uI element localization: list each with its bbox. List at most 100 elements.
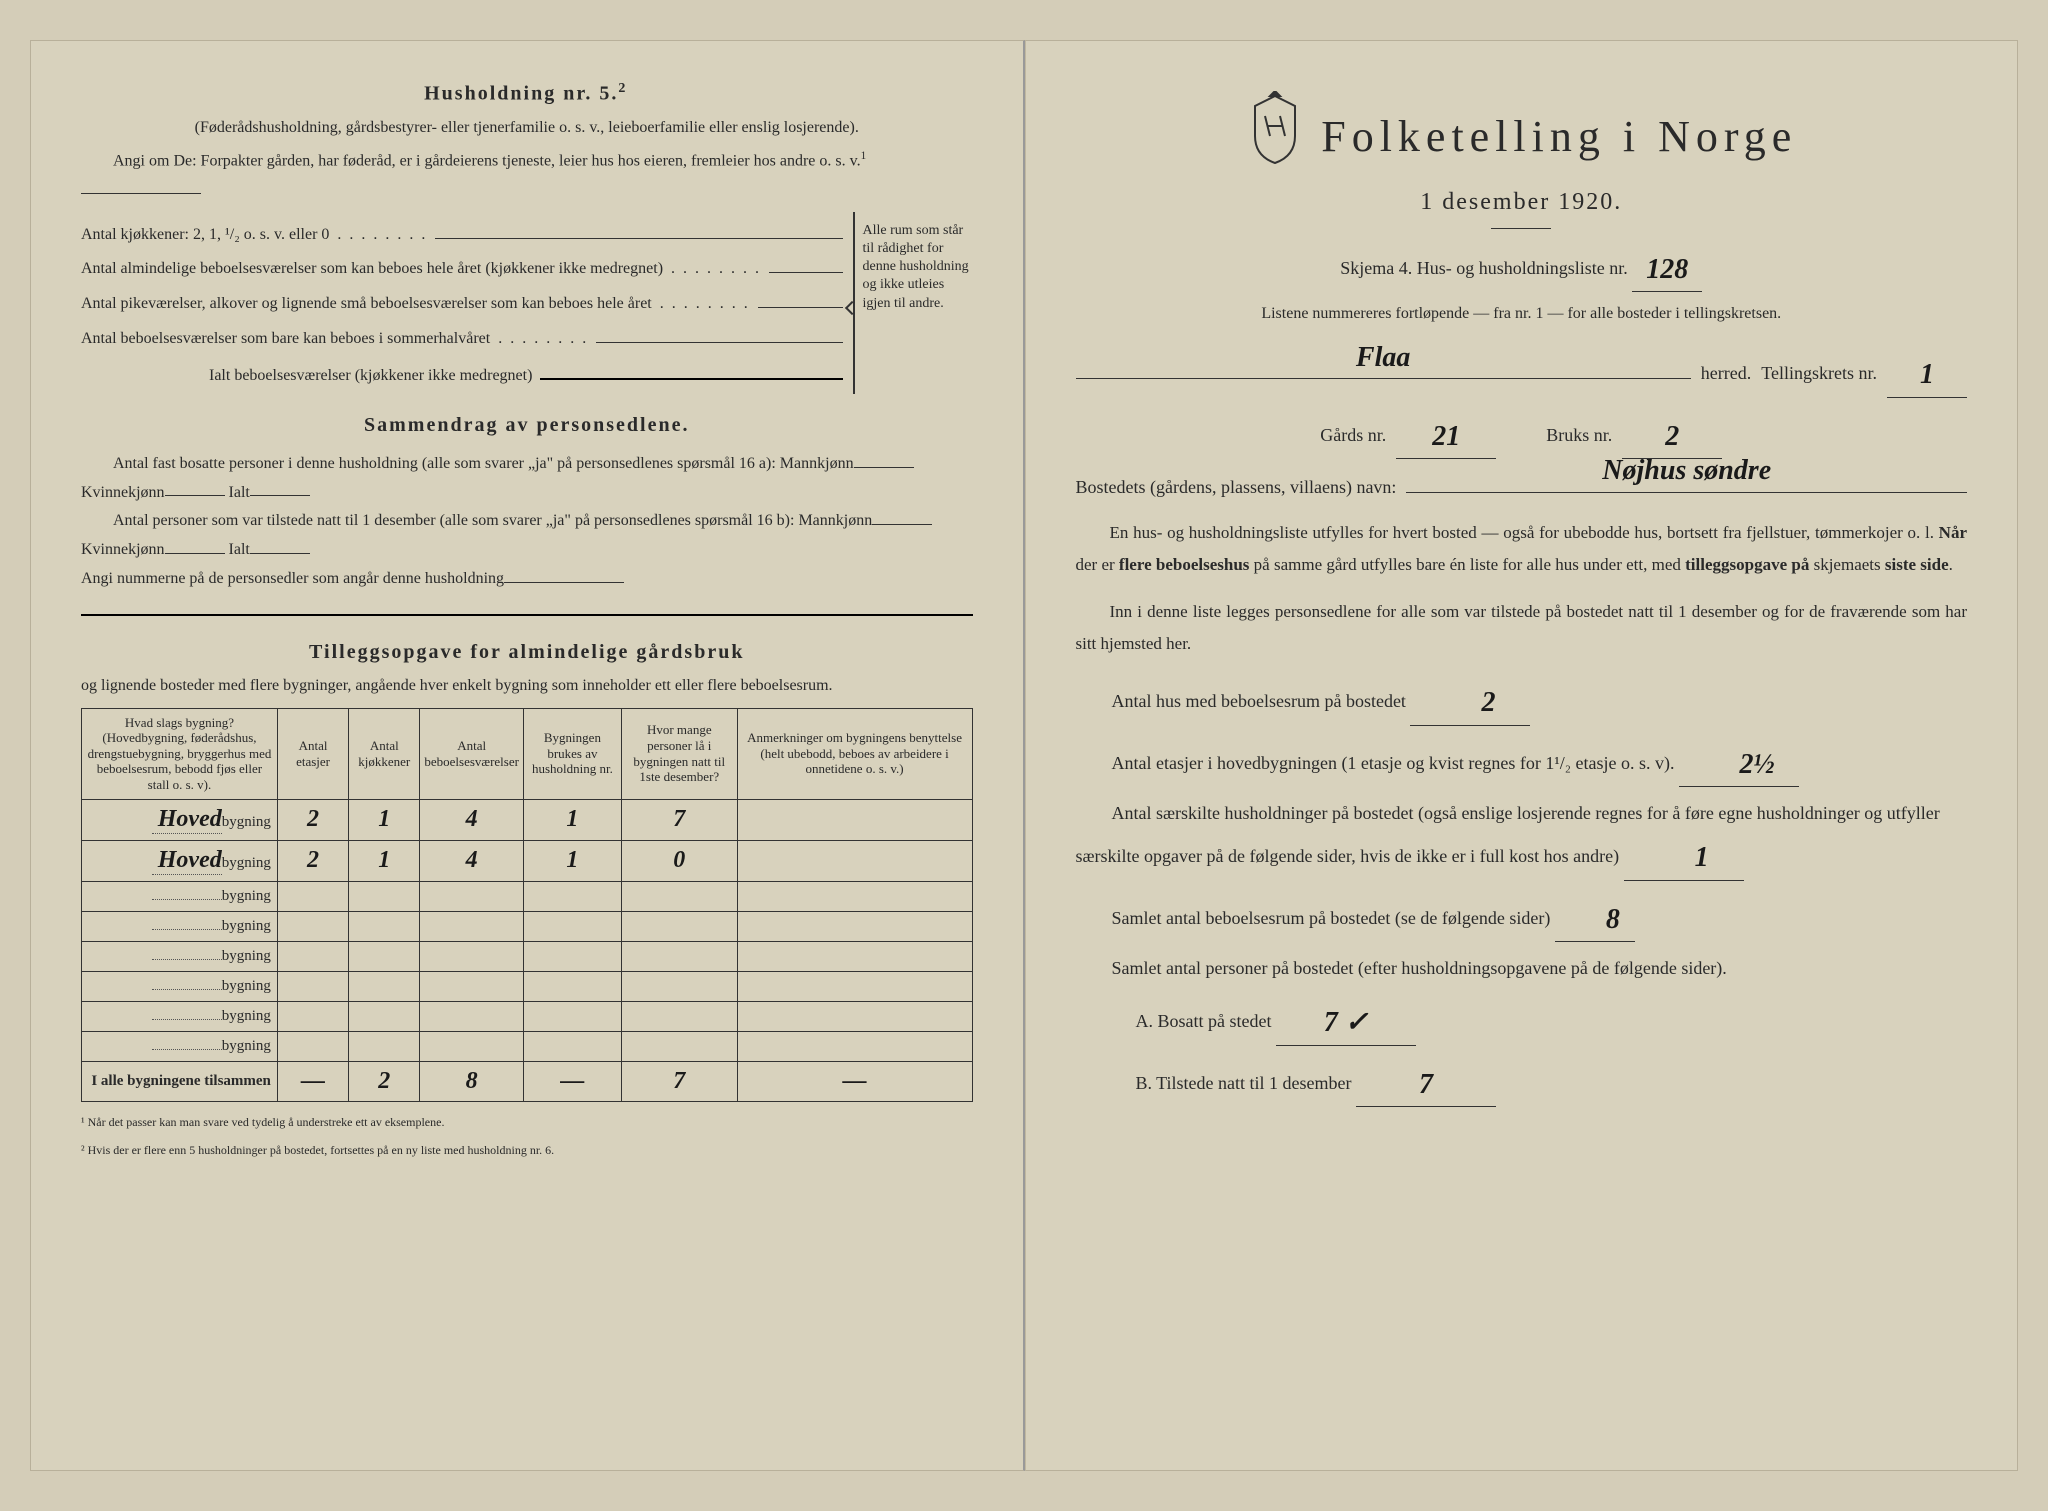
- table-cell: [621, 941, 737, 971]
- bosted-label: Bostedets (gårdens, plassens, villaens) …: [1076, 471, 1397, 503]
- q3-value: 1: [1695, 842, 1709, 873]
- schema-prefix: Skjema 4. Hus- og husholdningsliste nr.: [1340, 258, 1628, 278]
- table-cell: 2: [277, 799, 348, 840]
- summary-q2b-text: Kvinnekjønn: [81, 541, 165, 558]
- table-row: Hovedbygning21410: [82, 840, 973, 881]
- table-cell: [420, 1031, 524, 1061]
- qB-label: B. Tilstede natt til 1 desember: [1136, 1073, 1352, 1093]
- table-row: bygning: [82, 911, 973, 941]
- q4-value: 8: [1606, 904, 1620, 935]
- q2: Antal etasjer i hovedbygningen (1 etasje…: [1076, 736, 1968, 787]
- brace-note: Alle rum som står til rådighet for denne…: [853, 212, 973, 394]
- footnote-2: ² Hvis der er flere enn 5 husholdninger …: [81, 1142, 973, 1159]
- building-name-cell: Hovedbygning: [82, 840, 278, 881]
- body-1: En hus- og husholdningsliste utfylles fo…: [1076, 517, 1968, 582]
- total-1: 2: [349, 1061, 420, 1101]
- building-prefix: Hoved: [152, 847, 222, 875]
- table-cell: 1: [523, 840, 621, 881]
- qA-label: A. Bosatt på stedet: [1136, 1011, 1272, 1031]
- table-cell: [737, 971, 972, 1001]
- gards-label: Gårds nr.: [1320, 419, 1386, 451]
- building-suffix: bygning: [222, 948, 271, 964]
- table-cell: [349, 911, 420, 941]
- totals-label: I alle bygningene tilsammen: [82, 1061, 278, 1101]
- body-2: Inn i denne liste legges personsedlene f…: [1076, 596, 1968, 661]
- th-5: Hvor mange personer lå i bygningen natt …: [621, 708, 737, 799]
- total-2: 8: [420, 1061, 524, 1101]
- tellingskrets-label: Tellingskrets nr.: [1761, 357, 1877, 389]
- building-prefix: Hoved: [152, 806, 222, 834]
- q1-ialt-blank: [250, 476, 310, 497]
- divider: [81, 595, 973, 616]
- table-cell: [277, 1031, 348, 1061]
- right-page: Folketelling i Norge 1 desember 1920. Sk…: [1025, 40, 2019, 1471]
- herred-value: Flaa: [1356, 333, 1410, 383]
- household-heading: Husholdning nr. 5.2: [81, 81, 973, 106]
- th-6: Anmerkninger om bygningens benyttelse (h…: [737, 708, 972, 799]
- table-cell: 7: [621, 799, 737, 840]
- table-cell: [277, 881, 348, 911]
- table-cell: [737, 840, 972, 881]
- table-cell: [621, 1031, 737, 1061]
- q2-mann-blank: [872, 504, 932, 525]
- table-cell: [277, 941, 348, 971]
- table-cell: [737, 1031, 972, 1061]
- tellingskrets-value: 1: [1920, 359, 1934, 390]
- herred-label: herred.: [1701, 357, 1751, 389]
- table-cell: [737, 799, 972, 840]
- room-blank-1: [758, 287, 843, 308]
- q3-label: Antal særskilte husholdninger på bostede…: [1076, 803, 1940, 866]
- table-row: bygning: [82, 1031, 973, 1061]
- building-prefix: [152, 899, 222, 900]
- th-2: Antal kjøkkener: [349, 708, 420, 799]
- summary-q3: Angi nummerne på de personsedler som ang…: [81, 562, 973, 591]
- q2-ialt-blank: [250, 533, 310, 554]
- q1: Antal hus med beboelsesrum på bostedet 2: [1076, 674, 1968, 725]
- q3: Antal særskilte husholdninger på bostede…: [1076, 797, 1968, 881]
- heading-sup: 2: [618, 81, 629, 96]
- table-cell: [523, 1001, 621, 1031]
- building-suffix: bygning: [222, 1008, 271, 1024]
- table-cell: [523, 941, 621, 971]
- table-cell: [523, 911, 621, 941]
- th-1: Antal etasjer: [277, 708, 348, 799]
- building-prefix: [152, 959, 222, 960]
- schema-nr: 128: [1646, 254, 1688, 285]
- tillegg-heading: Tilleggsopgave for almindelige gårdsbruk: [81, 641, 973, 664]
- summary-heading: Sammendrag av personsedlene.: [81, 414, 973, 437]
- room-blank-0: [769, 253, 842, 274]
- summary-q2-text: Antal personer som var tilstede natt til…: [113, 512, 872, 529]
- table-cell: 1: [349, 840, 420, 881]
- summary-q3-text: Angi nummerne på de personsedler som ang…: [81, 570, 504, 587]
- building-name-cell: bygning: [82, 1001, 278, 1031]
- table-cell: [349, 1031, 420, 1061]
- building-suffix: bygning: [222, 888, 271, 904]
- qA-value: 7 ✓: [1324, 1007, 1368, 1038]
- building-name-cell: bygning: [82, 911, 278, 941]
- table-cell: [420, 881, 524, 911]
- table-cell: [420, 971, 524, 1001]
- room-questions: Antal kjøkkener: 2, 1, ¹/₂ o. s. v. elle…: [81, 212, 843, 394]
- kitchen-line: Antal kjøkkener: 2, 1, ¹/₂ o. s. v. elle…: [81, 223, 329, 247]
- room-line-2: Antal beboelsesværelser som bare kan beb…: [81, 327, 490, 351]
- schema-line: Skjema 4. Hus- og husholdningsliste nr. …: [1076, 241, 1968, 292]
- summary-heading-text: Sammendrag av personsedlene.: [364, 414, 689, 436]
- table-cell: [523, 881, 621, 911]
- building-prefix: [152, 1049, 222, 1050]
- building-suffix: bygning: [222, 978, 271, 994]
- building-prefix: [152, 1019, 222, 1020]
- building-prefix: [152, 929, 222, 930]
- table-cell: [277, 911, 348, 941]
- qB-value: 7: [1419, 1069, 1433, 1100]
- table-row: bygning: [82, 881, 973, 911]
- main-title: Folketelling i Norge: [1321, 111, 1797, 162]
- room-total-blank: [540, 359, 842, 380]
- q2-label: Antal etasjer i hovedbygningen (1 etasje…: [1112, 753, 1675, 773]
- summary-q2: Antal personer som var tilstede natt til…: [81, 504, 973, 562]
- table-cell: 2: [277, 840, 348, 881]
- q4-label: Samlet antal beboelsesrum på bostedet (s…: [1112, 908, 1551, 928]
- building-suffix: bygning: [222, 814, 271, 830]
- table-cell: [621, 1001, 737, 1031]
- building-suffix: bygning: [222, 1038, 271, 1054]
- room-blank-2: [596, 322, 842, 343]
